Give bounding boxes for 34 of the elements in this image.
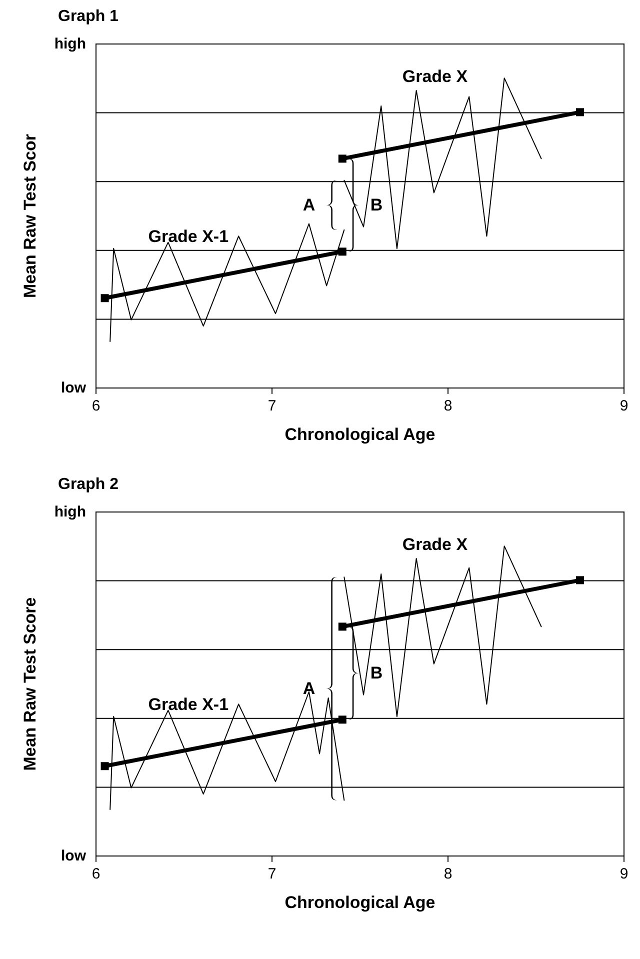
annotation: A	[302, 196, 316, 215]
text: high	[54, 36, 86, 52]
point	[338, 154, 346, 163]
annotation: Grade X-1	[148, 227, 229, 246]
point	[338, 716, 346, 724]
x-axis-title: Chronological Age	[284, 893, 436, 912]
x-tick-label: 9	[620, 398, 628, 415]
point	[100, 762, 109, 770]
x-tick-label: 7	[268, 866, 276, 883]
annotation: B	[370, 664, 383, 683]
point	[338, 248, 346, 256]
text: low	[61, 848, 86, 864]
annotation: B	[370, 196, 383, 215]
x-tick-label: 6	[92, 398, 100, 415]
chart-title: Graph 1	[58, 8, 118, 26]
y-axis-title: Mean Raw Test Scor	[20, 134, 40, 298]
point	[576, 576, 584, 584]
x-tick-label: 8	[444, 398, 452, 415]
annotation: Grade X	[402, 535, 468, 554]
x-tick-label: 7	[268, 398, 276, 415]
x-axis-title: Chronological Age	[284, 425, 436, 444]
annotation: A	[302, 679, 316, 698]
point	[576, 108, 584, 116]
point	[100, 294, 109, 302]
y-axis-title: Mean Raw Test Score	[20, 597, 40, 771]
text: high	[54, 504, 86, 520]
point	[338, 622, 346, 631]
annotation: Grade X	[402, 67, 468, 86]
annotation: Grade X-1	[148, 695, 229, 714]
text: low	[61, 380, 86, 396]
x-tick-label: 9	[620, 866, 628, 883]
x-tick-label: 8	[444, 866, 452, 883]
chart-title: Graph 2	[58, 476, 118, 494]
x-tick-label: 6	[92, 866, 100, 883]
